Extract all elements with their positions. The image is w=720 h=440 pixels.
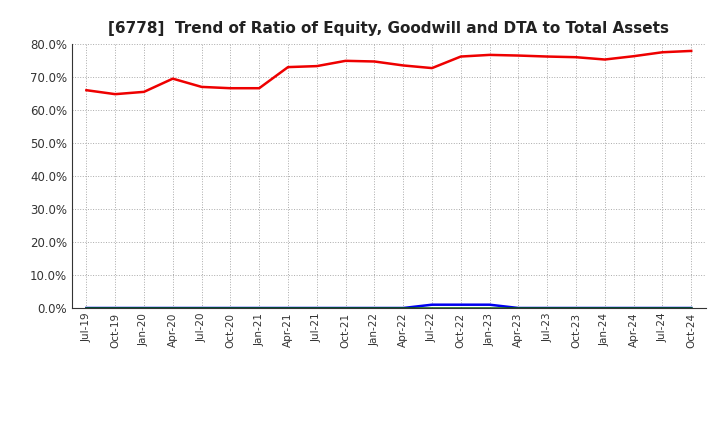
Deferred Tax Assets xyxy=(629,305,638,311)
Deferred Tax Assets xyxy=(399,305,408,311)
Equity xyxy=(428,66,436,71)
Goodwill xyxy=(572,305,580,311)
Deferred Tax Assets xyxy=(255,305,264,311)
Equity xyxy=(82,88,91,93)
Equity xyxy=(399,63,408,68)
Goodwill xyxy=(687,305,696,311)
Title: [6778]  Trend of Ratio of Equity, Goodwill and DTA to Total Assets: [6778] Trend of Ratio of Equity, Goodwil… xyxy=(108,21,670,36)
Goodwill xyxy=(370,305,379,311)
Equity xyxy=(197,84,206,90)
Equity xyxy=(485,52,494,58)
Line: Equity: Equity xyxy=(86,51,691,94)
Deferred Tax Assets xyxy=(370,305,379,311)
Deferred Tax Assets xyxy=(140,305,148,311)
Deferred Tax Assets xyxy=(456,305,465,311)
Deferred Tax Assets xyxy=(600,305,609,311)
Goodwill xyxy=(456,302,465,307)
Deferred Tax Assets xyxy=(226,305,235,311)
Equity xyxy=(226,85,235,91)
Goodwill xyxy=(341,305,350,311)
Goodwill xyxy=(485,302,494,307)
Line: Goodwill: Goodwill xyxy=(86,304,691,308)
Goodwill xyxy=(140,305,148,311)
Equity xyxy=(456,54,465,59)
Equity xyxy=(341,58,350,63)
Goodwill xyxy=(312,305,321,311)
Goodwill xyxy=(399,305,408,311)
Equity xyxy=(514,53,523,58)
Goodwill xyxy=(629,305,638,311)
Deferred Tax Assets xyxy=(341,305,350,311)
Equity xyxy=(255,85,264,91)
Goodwill xyxy=(658,305,667,311)
Deferred Tax Assets xyxy=(658,305,667,311)
Deferred Tax Assets xyxy=(428,305,436,311)
Equity xyxy=(168,76,177,81)
Equity xyxy=(572,55,580,60)
Goodwill xyxy=(543,305,552,311)
Goodwill xyxy=(197,305,206,311)
Goodwill xyxy=(255,305,264,311)
Equity xyxy=(312,63,321,69)
Equity xyxy=(629,54,638,59)
Deferred Tax Assets xyxy=(82,305,91,311)
Equity xyxy=(543,54,552,59)
Goodwill xyxy=(168,305,177,311)
Equity xyxy=(284,64,292,70)
Deferred Tax Assets xyxy=(485,305,494,311)
Goodwill xyxy=(226,305,235,311)
Deferred Tax Assets xyxy=(514,305,523,311)
Deferred Tax Assets xyxy=(197,305,206,311)
Deferred Tax Assets xyxy=(543,305,552,311)
Equity xyxy=(140,89,148,95)
Deferred Tax Assets xyxy=(111,305,120,311)
Equity xyxy=(111,92,120,97)
Deferred Tax Assets xyxy=(572,305,580,311)
Goodwill xyxy=(514,305,523,311)
Deferred Tax Assets xyxy=(284,305,292,311)
Goodwill xyxy=(600,305,609,311)
Equity xyxy=(687,48,696,54)
Equity xyxy=(600,57,609,62)
Goodwill xyxy=(428,302,436,307)
Goodwill xyxy=(284,305,292,311)
Deferred Tax Assets xyxy=(168,305,177,311)
Goodwill xyxy=(111,305,120,311)
Equity xyxy=(370,59,379,64)
Deferred Tax Assets xyxy=(687,305,696,311)
Equity xyxy=(658,50,667,55)
Deferred Tax Assets xyxy=(312,305,321,311)
Goodwill xyxy=(82,305,91,311)
